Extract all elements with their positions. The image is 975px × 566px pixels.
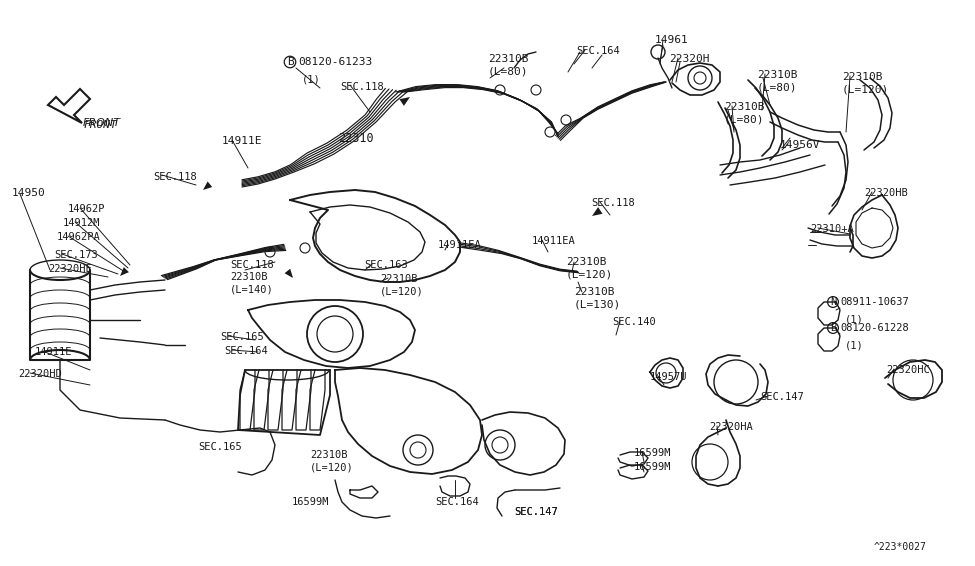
Text: 22320HE: 22320HE [48, 264, 92, 274]
Text: 14962PA: 14962PA [57, 232, 100, 242]
Text: 22310+A: 22310+A [810, 224, 854, 234]
Text: 22320HC: 22320HC [886, 365, 930, 375]
Text: 22310B
(L=80): 22310B (L=80) [488, 54, 528, 76]
Text: 16599M: 16599M [634, 462, 672, 472]
Text: SEC.118
22310B
(L=140): SEC.118 22310B (L=140) [230, 260, 274, 295]
Text: B: B [830, 323, 837, 333]
Text: SEC.173: SEC.173 [54, 250, 98, 260]
Text: N: N [830, 297, 837, 307]
Polygon shape [400, 97, 410, 106]
Text: 14911E: 14911E [222, 136, 262, 146]
Text: (1): (1) [845, 340, 864, 350]
Text: 14957U: 14957U [650, 372, 687, 382]
Text: B: B [287, 57, 293, 67]
Polygon shape [203, 182, 213, 190]
Text: SEC.165: SEC.165 [198, 442, 242, 452]
Text: SEC.164: SEC.164 [435, 497, 479, 507]
Text: 16599M: 16599M [292, 497, 330, 507]
Text: 14911EA: 14911EA [438, 240, 482, 250]
Text: SEC.118: SEC.118 [340, 82, 384, 92]
Text: 08911-10637: 08911-10637 [840, 297, 909, 307]
Text: FRONT: FRONT [83, 118, 121, 128]
Circle shape [545, 127, 555, 137]
Circle shape [300, 243, 310, 253]
Text: 22320HD: 22320HD [18, 369, 61, 379]
Polygon shape [285, 269, 293, 278]
Text: SEC.164: SEC.164 [224, 346, 268, 356]
Text: SEC.118: SEC.118 [591, 198, 635, 208]
Text: 22320HB: 22320HB [864, 188, 908, 198]
Text: 22310B
(L=120): 22310B (L=120) [310, 450, 354, 473]
Text: 22310B
(L=80): 22310B (L=80) [724, 102, 764, 125]
Text: SEC.164: SEC.164 [576, 46, 620, 56]
Text: ^223*0027: ^223*0027 [874, 542, 927, 552]
Text: SEC.140: SEC.140 [612, 317, 656, 327]
Text: 14950: 14950 [12, 188, 46, 198]
Text: 08120-61233: 08120-61233 [297, 57, 372, 67]
Text: (1): (1) [302, 74, 321, 84]
Circle shape [495, 85, 505, 95]
Text: 14912M: 14912M [63, 218, 100, 228]
Polygon shape [120, 267, 129, 276]
Circle shape [265, 247, 275, 257]
Text: SEC.147: SEC.147 [760, 392, 803, 402]
Text: 22310B
(L=120): 22310B (L=120) [566, 257, 613, 280]
Text: 14962P: 14962P [68, 204, 105, 214]
Text: (1): (1) [845, 314, 864, 324]
Circle shape [561, 115, 571, 125]
Text: SEC.118: SEC.118 [153, 172, 197, 182]
Text: FRONT: FRONT [84, 120, 118, 130]
Text: SEC.165: SEC.165 [220, 332, 264, 342]
Text: 22310B
(L=120): 22310B (L=120) [842, 72, 889, 95]
Text: 22310: 22310 [338, 132, 373, 145]
Text: SEC.147: SEC.147 [514, 507, 558, 517]
Text: SEC.147: SEC.147 [514, 507, 558, 517]
Text: 14911E: 14911E [35, 347, 72, 357]
Polygon shape [592, 207, 603, 216]
Text: 14956V: 14956V [780, 140, 821, 150]
Text: 16599M: 16599M [634, 448, 672, 458]
Text: 22310B
(L=120): 22310B (L=120) [380, 274, 424, 297]
Text: 22320HA: 22320HA [709, 422, 753, 432]
Text: SEC.163: SEC.163 [364, 260, 408, 270]
Text: 22310B
(L=80): 22310B (L=80) [757, 70, 798, 92]
Text: 14961: 14961 [655, 35, 688, 45]
Text: 08120-61228: 08120-61228 [840, 323, 909, 333]
Circle shape [531, 85, 541, 95]
Text: 22310B
(L=130): 22310B (L=130) [574, 287, 621, 310]
Text: 14911EA: 14911EA [532, 236, 576, 246]
Text: 22320H: 22320H [669, 54, 710, 64]
